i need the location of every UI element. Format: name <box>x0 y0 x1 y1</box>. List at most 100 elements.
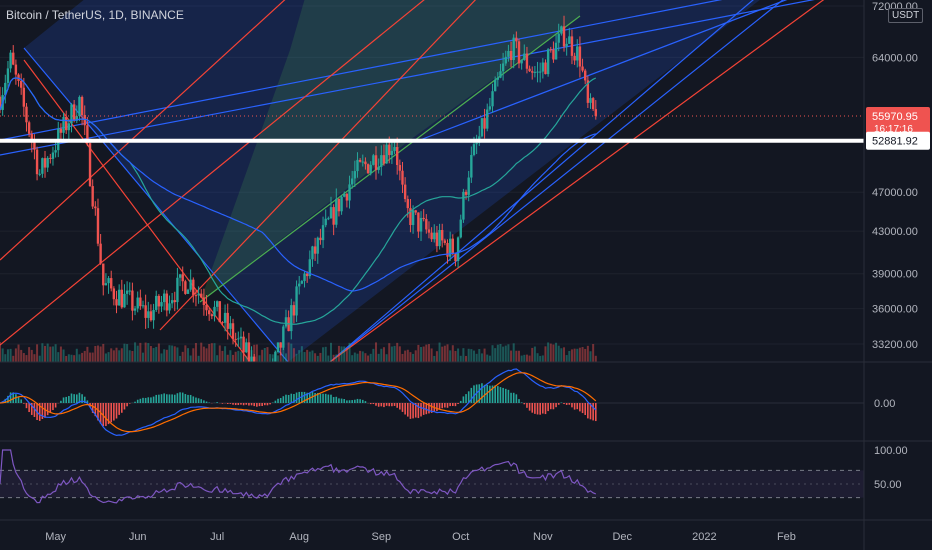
volume-bar <box>205 348 208 362</box>
candle-body <box>72 104 76 121</box>
volume-bar <box>123 343 126 362</box>
volume-bar <box>176 347 179 362</box>
candle-body <box>229 323 232 329</box>
price-axis[interactable]: 72000.0064000.0047000.0043000.0039000.00… <box>872 1 918 491</box>
macd-histogram-bar <box>542 403 544 414</box>
candle-body <box>14 64 18 75</box>
candle-body <box>528 68 531 72</box>
candle-body <box>369 164 372 174</box>
candle-body <box>483 118 486 129</box>
volume-bar <box>544 346 547 362</box>
macd-histogram-bar <box>205 401 208 403</box>
volume-bar <box>499 343 502 362</box>
candle-body <box>541 62 545 72</box>
volume-bar <box>75 348 78 362</box>
price-tick-label: 64000.00 <box>872 52 918 64</box>
candle-body <box>78 96 81 117</box>
macd-histogram-bar <box>242 403 245 406</box>
moving-averages <box>0 77 864 325</box>
macd-histogram-bar <box>486 384 489 403</box>
macd-histogram-bar <box>4 398 7 403</box>
volume-bar <box>216 355 219 362</box>
macd-histogram-bar <box>330 394 332 403</box>
candle-body <box>303 273 306 282</box>
currency-badge[interactable]: USDT <box>888 8 924 23</box>
volume-bar <box>467 348 470 362</box>
volume-bar <box>91 352 94 362</box>
macd-histogram-bar <box>147 397 150 403</box>
macd-histogram-bar <box>393 403 396 406</box>
time-axis[interactable]: May Jun Jul Aug Sep Oct Nov Dec 2022 Feb <box>45 531 796 543</box>
macd-histogram-bar <box>181 392 184 403</box>
volume-bar <box>401 353 404 362</box>
volume-bar <box>226 354 229 362</box>
volume-bar <box>258 355 261 362</box>
volume-bar <box>422 346 425 362</box>
candle-body <box>409 208 412 226</box>
candle-body <box>348 184 351 201</box>
candle-body <box>261 372 263 381</box>
macd-histogram-bar <box>33 403 36 417</box>
volume-bar <box>86 346 89 362</box>
volume-bar <box>261 349 264 362</box>
macd-histogram-bar <box>282 396 285 403</box>
candle-body <box>35 149 39 175</box>
macd-histogram-bar <box>60 400 62 403</box>
volume-bar <box>409 352 412 362</box>
candle-body <box>319 237 322 241</box>
rsi-panel <box>0 449 864 504</box>
candle-body <box>33 142 36 150</box>
macd-histogram-bar <box>229 403 232 404</box>
candle-body <box>4 82 7 96</box>
candle-body <box>329 207 333 219</box>
macd-histogram-bar <box>250 403 253 406</box>
macd-histogram-bar <box>44 403 46 418</box>
volume-bar <box>136 345 139 362</box>
volume-bar <box>173 346 176 362</box>
macd-histogram-bar <box>38 403 41 421</box>
candle-body <box>520 59 523 64</box>
macd-histogram-bar <box>568 403 571 405</box>
volume-bar <box>531 347 534 362</box>
candle-body <box>295 286 298 316</box>
candle-body <box>480 118 484 137</box>
macd-histogram-bar <box>274 400 277 403</box>
volume-bar <box>46 343 49 362</box>
candle-body <box>475 142 478 145</box>
volume-bar <box>472 350 475 362</box>
candle-body <box>237 338 240 340</box>
volume-bar <box>502 346 505 362</box>
volume-bar <box>549 343 552 362</box>
volume-bar <box>382 347 385 362</box>
candle-body <box>176 277 179 303</box>
volume-bar <box>65 355 68 362</box>
candle-body <box>552 49 555 60</box>
candle-body <box>393 147 396 151</box>
candle-body <box>173 300 176 303</box>
volume-bar <box>560 348 563 362</box>
macd-histogram-bar <box>438 403 441 410</box>
volume-bar <box>284 353 287 362</box>
volume-bar <box>99 346 102 362</box>
candle-body <box>570 36 574 56</box>
macd-histogram-bar <box>324 393 327 403</box>
macd-histogram-bar <box>385 403 388 406</box>
macd-histogram-bar <box>232 403 234 405</box>
macd-histogram-bar <box>446 403 449 408</box>
candle-body <box>152 309 155 321</box>
candle-body <box>523 53 526 60</box>
volume-bars <box>0 342 597 362</box>
candle-body <box>25 106 28 123</box>
macd-histogram-bar <box>489 385 491 403</box>
candle-body <box>245 342 248 353</box>
symbol-title[interactable]: Bitcoin / TetherUS, 1D, BINANCE <box>6 8 184 22</box>
macd-histogram-bar <box>155 394 158 403</box>
candle-body <box>170 300 174 304</box>
volume-bar <box>586 345 589 362</box>
candle-body <box>433 232 436 240</box>
macd-histogram-bar <box>75 394 78 403</box>
candle-body <box>507 50 510 57</box>
macd-histogram-bar <box>571 403 573 408</box>
